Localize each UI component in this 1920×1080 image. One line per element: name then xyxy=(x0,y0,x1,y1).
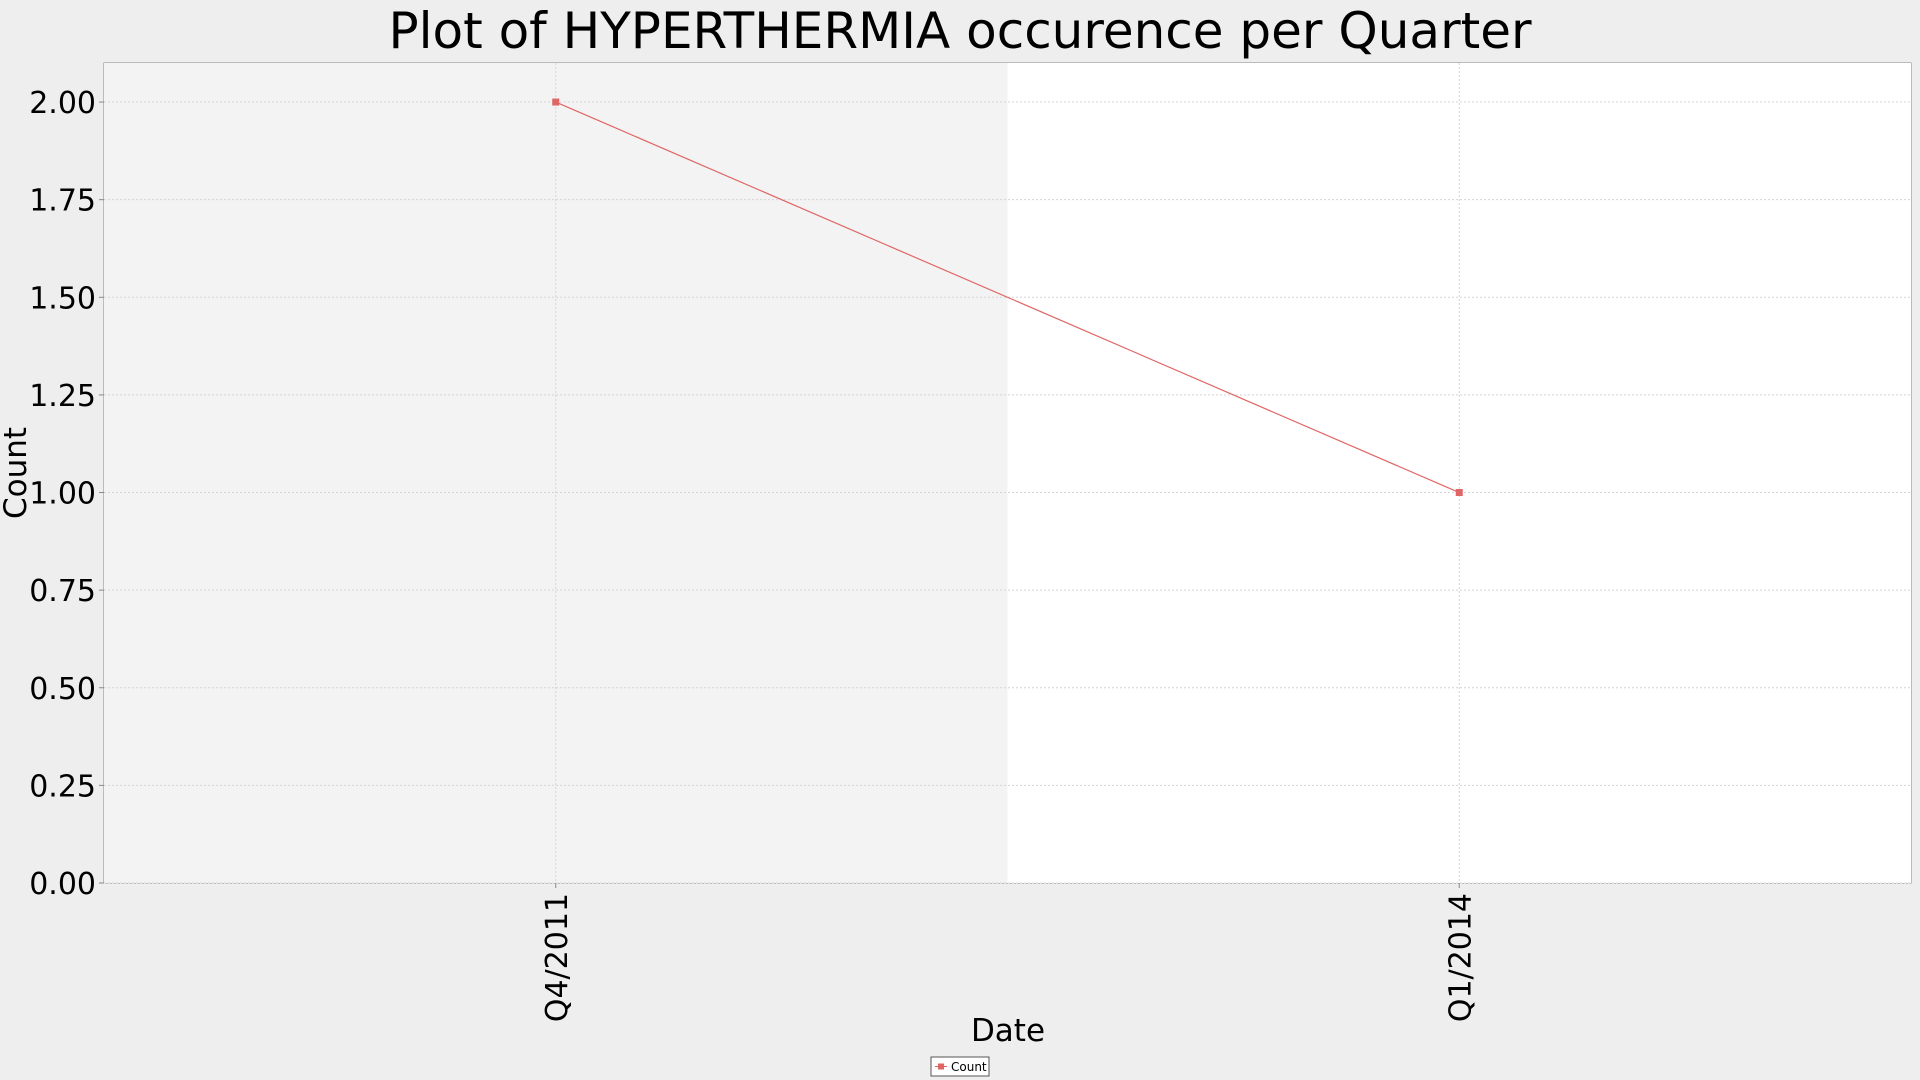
data-point xyxy=(552,98,560,106)
y-tick-label: 1.25 xyxy=(29,379,96,414)
series-layer xyxy=(552,98,1463,497)
plot-bands xyxy=(104,63,1911,883)
x-axis-label: Date xyxy=(971,1013,1045,1049)
y-tick-label: 0.75 xyxy=(29,574,96,609)
y-axis-ticks: 0.00 0.25 0.50 0.75 1.00 1.25 1.50 1.75 2.00 xyxy=(29,86,104,902)
y-tick-label: 0.25 xyxy=(29,769,96,804)
y-axis-label: Count xyxy=(0,427,34,519)
data-point xyxy=(1455,489,1463,497)
y-tick-label: 0.00 xyxy=(29,867,96,902)
y-tick-label: 1.75 xyxy=(29,184,96,219)
x-tick-label: Q4/2011 xyxy=(540,893,575,1022)
legend-marker-swatch xyxy=(938,1063,944,1070)
legend-box xyxy=(930,1056,990,1077)
y-tick-label: 2.00 xyxy=(29,86,96,121)
series-line xyxy=(555,101,1460,494)
chart-title: Plot of HYPERTHERMIA occurence per Quart… xyxy=(388,2,1532,60)
legend: Count xyxy=(930,1056,990,1077)
x-axis-ticks: Q4/2011 Q1/2014 xyxy=(540,883,1478,1022)
y-tick-label: 1.00 xyxy=(29,477,96,512)
grid-lines xyxy=(104,63,1911,884)
y-tick-label: 0.50 xyxy=(29,672,96,707)
legend-label: Count xyxy=(951,1060,987,1074)
y-tick-label: 1.50 xyxy=(29,281,96,316)
x-tick-label: Q1/2014 xyxy=(1443,893,1478,1022)
